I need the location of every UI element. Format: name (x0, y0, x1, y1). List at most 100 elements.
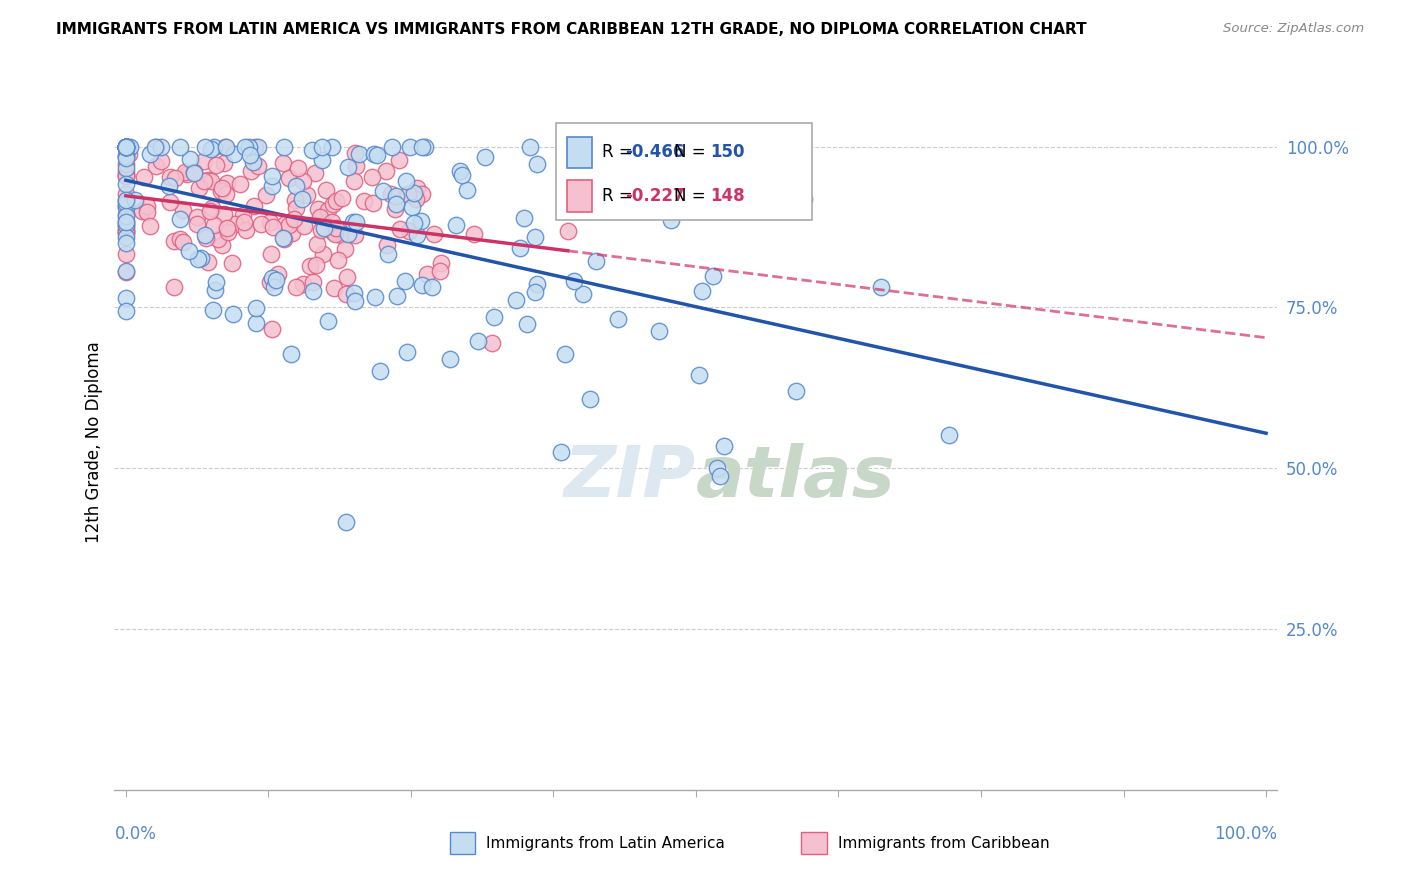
Point (406, 180, 429, 194)
Point (301, 275, 323, 289)
Point (114, 169, 136, 184)
Point (659, 212, 682, 227)
Point (202, 139, 225, 153)
Point (702, 268, 724, 283)
Point (262, 169, 284, 183)
Point (114, 230, 136, 244)
Point (505, 293, 527, 307)
Point (406, 228, 429, 243)
Point (114, 291, 136, 305)
Point (157, 178, 180, 193)
Point (233, 139, 256, 153)
Point (402, 216, 425, 230)
Point (194, 227, 217, 242)
Point (200, 203, 222, 218)
Point (439, 352, 461, 367)
Point (209, 184, 232, 198)
Point (648, 325, 671, 339)
Point (114, 139, 136, 153)
Text: Source: ZipAtlas.com: Source: ZipAtlas.com (1223, 22, 1364, 36)
Point (399, 139, 422, 153)
Point (444, 218, 467, 232)
Point (384, 202, 406, 217)
Point (713, 439, 735, 453)
Point (283, 211, 305, 226)
Point (114, 264, 136, 278)
Point (526, 277, 548, 291)
Point (254, 188, 277, 202)
Point (207, 232, 229, 246)
Point (344, 159, 367, 173)
Point (246, 159, 269, 173)
Point (211, 181, 233, 195)
Point (117, 139, 139, 153)
Point (409, 214, 432, 228)
Point (314, 221, 336, 235)
Point (139, 147, 162, 161)
Point (366, 148, 388, 162)
Point (284, 279, 307, 293)
Text: Immigrants from Latin America: Immigrants from Latin America (486, 836, 725, 851)
Point (114, 218, 136, 232)
Point (114, 139, 136, 153)
Text: N =: N = (673, 187, 711, 205)
Point (278, 170, 301, 185)
Point (259, 275, 281, 289)
Point (114, 186, 136, 201)
Point (413, 139, 436, 153)
Point (284, 193, 307, 207)
Point (186, 211, 208, 225)
Point (187, 181, 209, 195)
Point (273, 139, 295, 153)
Point (388, 153, 411, 168)
Point (169, 212, 191, 227)
Point (114, 165, 136, 179)
Text: 148: 148 (710, 187, 745, 205)
Point (315, 183, 337, 197)
Point (396, 186, 419, 201)
Point (114, 139, 136, 153)
Point (280, 347, 302, 361)
Point (297, 187, 319, 202)
Point (200, 174, 222, 188)
Point (242, 199, 264, 213)
Point (211, 237, 233, 252)
Point (585, 253, 607, 268)
Point (312, 247, 335, 261)
Point (114, 168, 136, 182)
Text: IMMIGRANTS FROM LATIN AMERICA VS IMMIGRANTS FROM CARIBBEAN 12TH GRADE, NO DIPLOM: IMMIGRANTS FROM LATIN AMERICA VS IMMIGRA… (56, 22, 1087, 37)
Text: 100.0%: 100.0% (1215, 825, 1278, 844)
Point (364, 290, 387, 304)
Point (195, 231, 218, 245)
Point (271, 230, 294, 244)
Point (291, 192, 314, 206)
Point (262, 179, 284, 194)
Text: R =: R = (602, 187, 638, 205)
Point (335, 242, 357, 256)
Y-axis label: 12th Grade, No Diploma: 12th Grade, No Diploma (86, 342, 103, 543)
Point (404, 186, 426, 200)
Point (193, 153, 215, 168)
Point (523, 285, 546, 299)
Point (202, 302, 225, 317)
Point (159, 194, 181, 209)
Point (114, 200, 136, 214)
Point (215, 186, 238, 201)
Point (169, 232, 191, 246)
Point (793, 192, 815, 206)
Point (337, 160, 360, 174)
Point (325, 194, 347, 208)
Point (131, 203, 153, 218)
Point (114, 209, 136, 223)
Point (114, 139, 136, 153)
Point (467, 334, 489, 349)
Point (394, 274, 416, 288)
Point (512, 211, 534, 225)
Point (135, 205, 157, 219)
Point (381, 139, 404, 153)
Point (204, 158, 226, 172)
Point (606, 311, 628, 326)
Point (411, 186, 433, 201)
Point (200, 142, 222, 156)
Point (246, 139, 269, 153)
